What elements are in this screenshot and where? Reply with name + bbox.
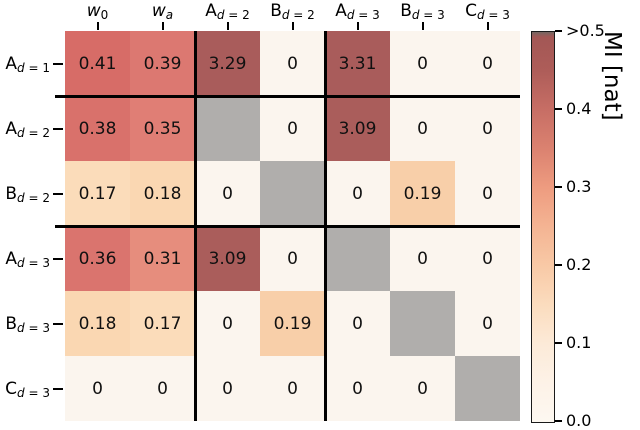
heatmap-cell: 0 — [195, 356, 260, 421]
heatmap-cell-masked — [195, 96, 260, 161]
heatmap-cell: 0.19 — [390, 161, 455, 226]
col-label: Ad = 2 — [205, 1, 250, 22]
heatmap-cell: 0.39 — [130, 31, 195, 96]
heatmap-cell: 0 — [260, 31, 325, 96]
colorbar-tick — [555, 30, 562, 32]
heatmap-cell: 0 — [455, 291, 520, 356]
row-label: Bd = 3 — [5, 313, 50, 335]
heatmap-cell: 0.41 — [65, 31, 130, 96]
heatmap-cell: 0 — [325, 356, 390, 421]
row-label: Cd = 3 — [5, 378, 50, 400]
y-axis-tick — [53, 257, 63, 260]
row-label: Ad = 3 — [5, 248, 50, 270]
colorbar-label: MI [nat] — [599, 31, 625, 121]
col-label: w0 — [86, 1, 109, 22]
col-label: Bd = 3 — [400, 1, 445, 22]
heatmap-cell: 0.38 — [65, 96, 130, 161]
colorbar-tick — [555, 108, 562, 110]
heatmap-cell: 3.09 — [195, 226, 260, 291]
heatmap-cell: 0 — [195, 291, 260, 356]
colorbar-tick-label: 0.1 — [566, 333, 592, 352]
y-axis-tick — [53, 387, 63, 390]
heatmap-cell: 0 — [325, 291, 390, 356]
col-label: Bd = 2 — [270, 1, 315, 22]
x-axis-tick — [356, 22, 359, 30]
heatmap-cell: 0 — [455, 161, 520, 226]
colorbar-gradient — [531, 31, 555, 423]
y-axis-tick — [53, 322, 63, 325]
block-separator-vertical-1 — [193, 31, 197, 421]
col-label: wa — [151, 1, 174, 22]
heatmap-cell: 0 — [65, 356, 130, 421]
heatmap-cell: 0 — [455, 31, 520, 96]
heatmap-cell: 0.17 — [65, 161, 130, 226]
x-axis-tick — [96, 22, 99, 30]
col-label: Ad = 3 — [335, 1, 380, 22]
heatmap-cell: 0.31 — [130, 226, 195, 291]
colorbar-tick — [555, 342, 562, 344]
row-label: Ad = 1 — [5, 53, 50, 75]
x-axis-tick — [486, 22, 489, 30]
x-axis-tick — [291, 22, 294, 30]
heatmap-cell-masked — [325, 226, 390, 291]
heatmap-cell: 0 — [260, 226, 325, 291]
heatmap-cell: 0 — [455, 96, 520, 161]
heatmap-cell: 0.18 — [130, 161, 195, 226]
heatmap-cell-masked — [455, 356, 520, 421]
heatmap-cell: 0 — [455, 226, 520, 291]
heatmap-cell: 0.36 — [65, 226, 130, 291]
x-axis-tick — [421, 22, 424, 30]
colorbar-tick — [555, 420, 562, 422]
heatmap-grid: 0.41 0.39 3.29 0 3.31 0 0 0.38 0.35 0 3.09 0 0 0.17 0.… — [65, 31, 520, 421]
row-label: Bd = 2 — [5, 183, 50, 205]
y-axis-tick — [53, 127, 63, 130]
colorbar-tick-label: 0.0 — [566, 411, 592, 430]
colorbar-tick — [555, 264, 562, 266]
block-separator-vertical-2 — [323, 31, 327, 421]
heatmap-cell: 0.17 — [130, 291, 195, 356]
colorbar-tick-label: >0.5 — [566, 21, 605, 40]
heatmap-cell: 0 — [390, 356, 455, 421]
heatmap-cell: 0 — [390, 31, 455, 96]
heatmap-cell-masked — [260, 161, 325, 226]
x-axis-tick — [161, 22, 164, 30]
heatmap-cell: 3.09 — [325, 96, 390, 161]
colorbar-tick — [555, 186, 562, 188]
colorbar-tick-label: 0.3 — [566, 177, 592, 196]
colorbar-tick-label: 0.4 — [566, 99, 592, 118]
heatmap-cell: 3.29 — [195, 31, 260, 96]
heatmap-cell: 3.31 — [325, 31, 390, 96]
y-axis-tick — [53, 62, 63, 65]
heatmap-cell: 0 — [130, 356, 195, 421]
colorbar-tick-label: 0.2 — [566, 255, 592, 274]
heatmap-cell: 0 — [390, 226, 455, 291]
heatmap-cell: 0 — [260, 356, 325, 421]
x-axis-tick — [226, 22, 229, 30]
heatmap-cell-masked — [390, 291, 455, 356]
heatmap-cell: 0 — [390, 96, 455, 161]
heatmap-cell: 0 — [195, 161, 260, 226]
col-label: Cd = 3 — [465, 1, 510, 22]
y-axis-tick — [53, 192, 63, 195]
block-separator-horizontal-1 — [55, 94, 520, 98]
heatmap-cell: 0.19 — [260, 291, 325, 356]
block-separator-horizontal-2 — [55, 224, 520, 228]
heatmap-cell: 0.18 — [65, 291, 130, 356]
heatmap-cell: 0.35 — [130, 96, 195, 161]
heatmap-cell: 0 — [260, 96, 325, 161]
heatmap-cell: 0 — [325, 161, 390, 226]
row-label: Ad = 2 — [5, 118, 50, 140]
